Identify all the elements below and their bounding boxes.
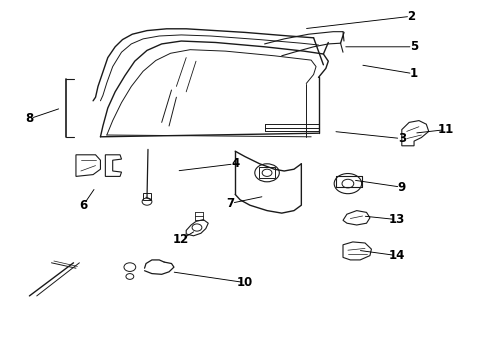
Text: 11: 11 [438, 123, 454, 136]
Text: 6: 6 [79, 199, 87, 212]
Text: 12: 12 [173, 233, 190, 246]
Text: 8: 8 [25, 112, 33, 125]
Circle shape [255, 164, 279, 182]
Polygon shape [143, 193, 151, 200]
Text: 9: 9 [398, 181, 406, 194]
Text: 14: 14 [389, 249, 405, 262]
Text: 10: 10 [237, 276, 253, 289]
Text: 5: 5 [410, 40, 418, 53]
Text: 13: 13 [389, 213, 405, 226]
Text: 4: 4 [231, 157, 239, 170]
Text: 7: 7 [226, 197, 234, 210]
Text: 2: 2 [408, 10, 416, 23]
Text: 3: 3 [398, 132, 406, 145]
Text: 1: 1 [410, 67, 418, 80]
